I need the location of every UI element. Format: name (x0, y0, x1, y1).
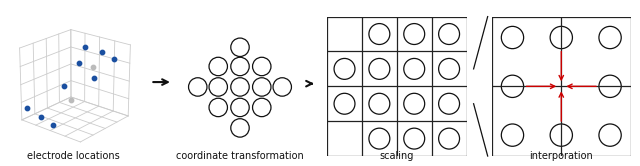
Text: electrode locations: electrode locations (28, 151, 120, 161)
Text: interporation: interporation (529, 151, 593, 161)
Text: scaling: scaling (380, 151, 414, 161)
Text: coordinate transformation: coordinate transformation (176, 151, 304, 161)
